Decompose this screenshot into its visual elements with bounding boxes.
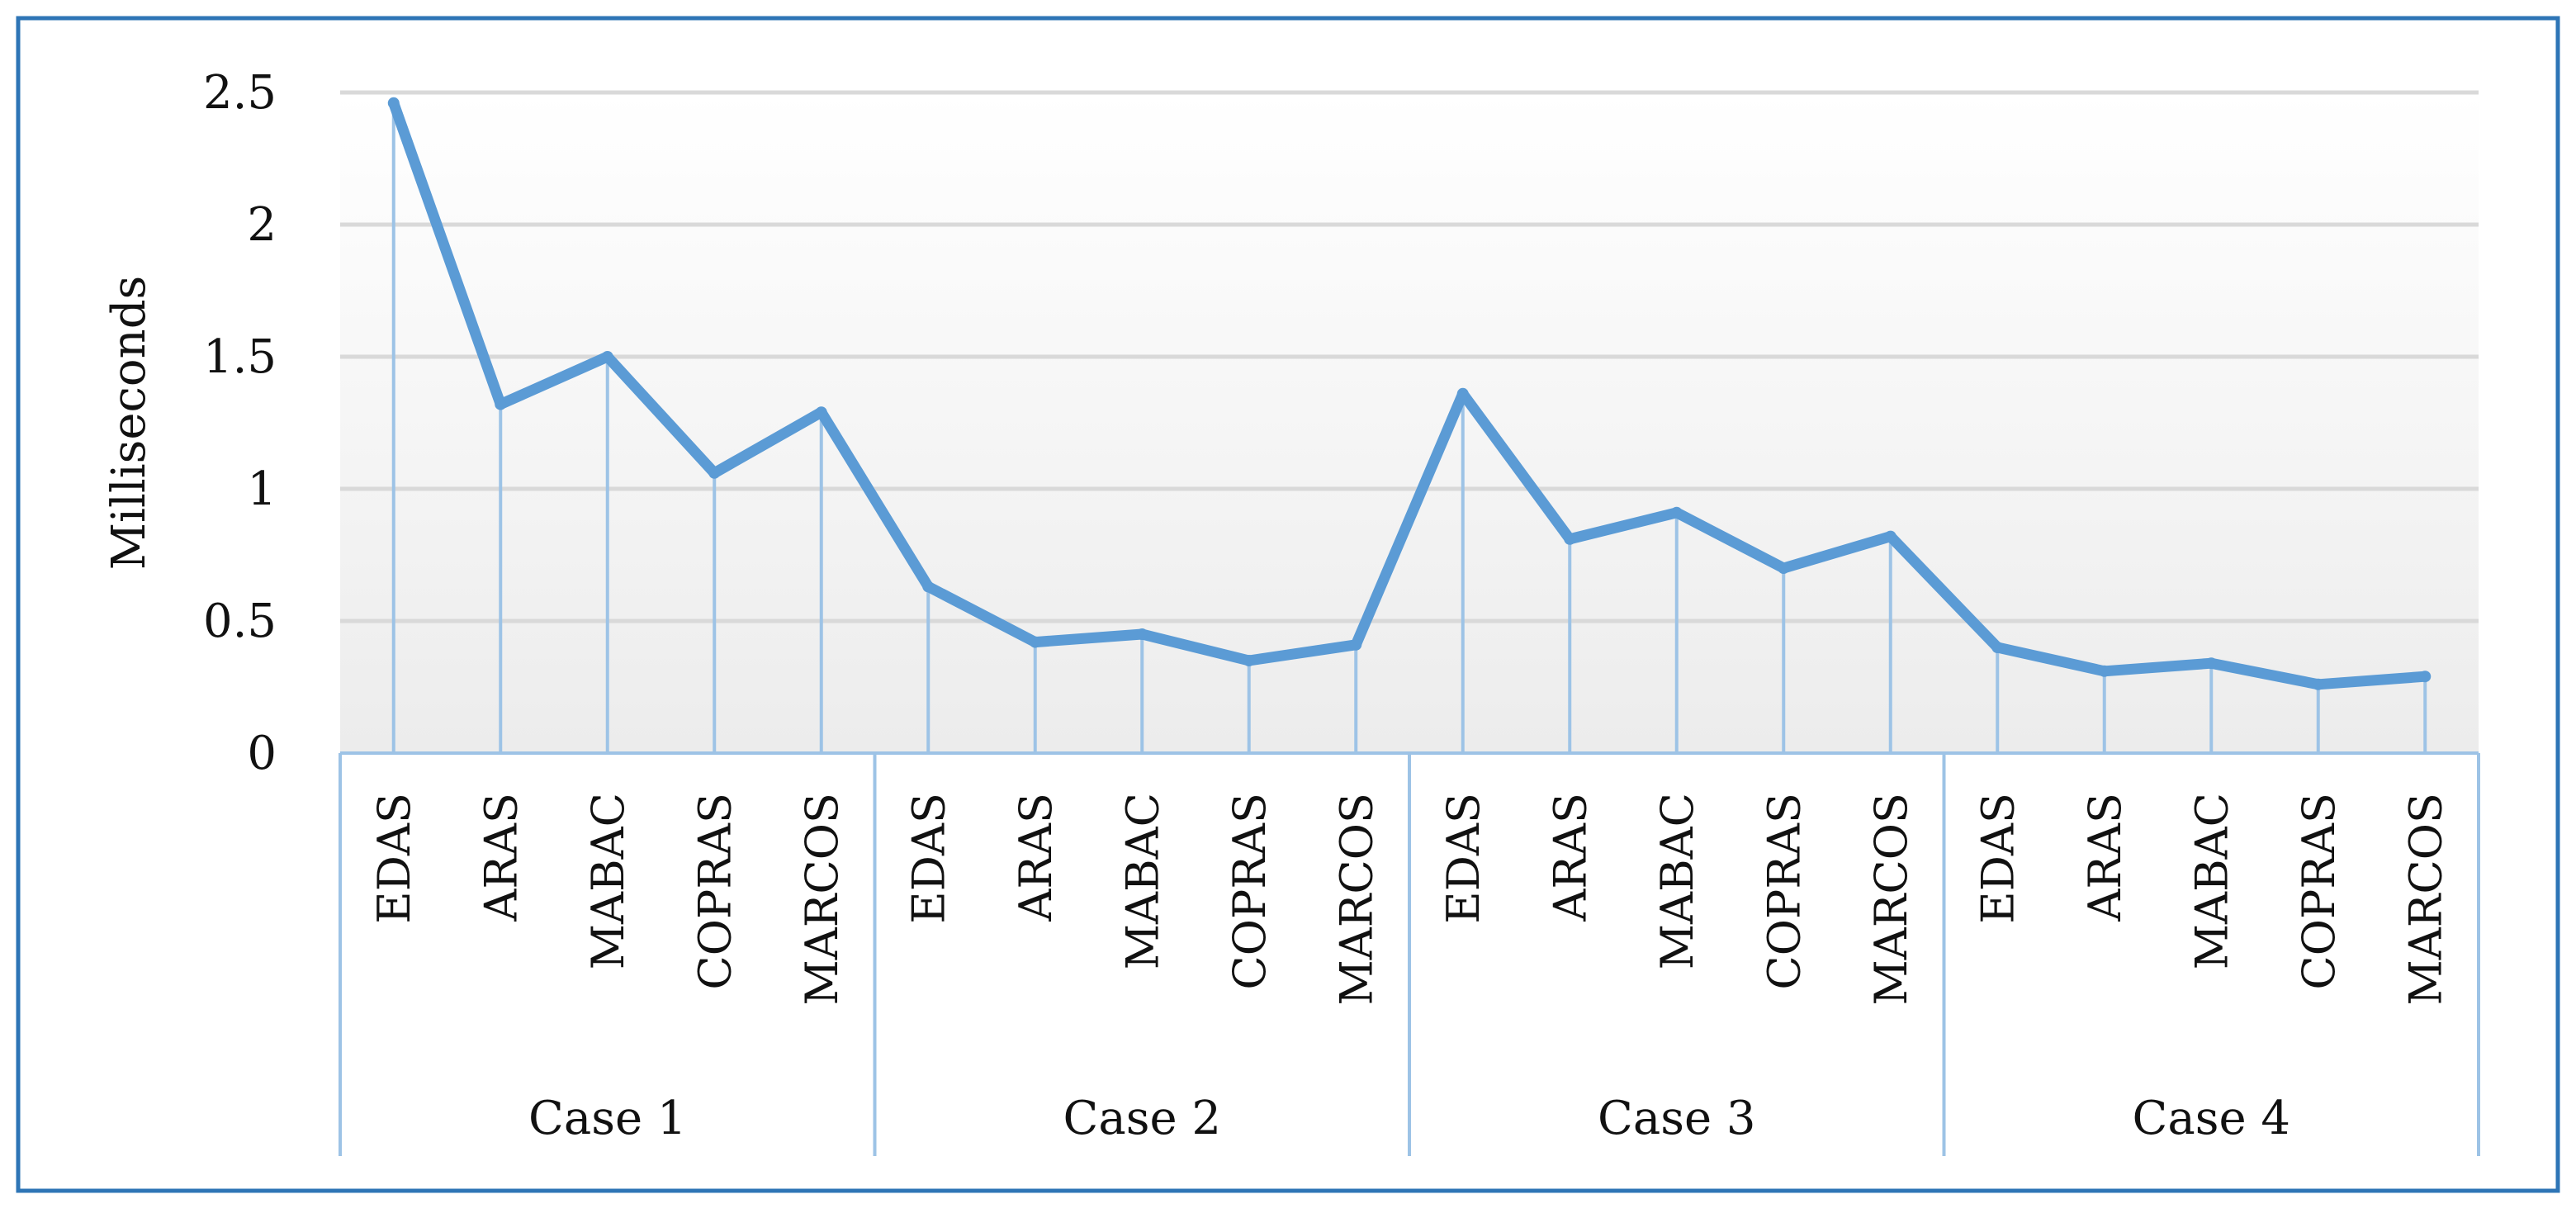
y-tick-label: 2 <box>247 198 277 252</box>
data-point <box>1564 533 1576 545</box>
data-point <box>922 581 935 593</box>
category-label: ARAS <box>475 793 527 922</box>
drop-lines <box>391 102 2427 753</box>
category-label: ARAS <box>1544 793 1596 922</box>
category-label: COPRAS <box>1758 793 1810 990</box>
data-point <box>1884 530 1896 543</box>
category-label: COPRAS <box>1224 793 1276 990</box>
series-lines <box>388 97 2431 690</box>
category-label: MARCOS <box>796 793 848 1006</box>
data-point <box>1670 506 1683 519</box>
data-point <box>2419 671 2432 683</box>
category-label: COPRAS <box>689 793 741 990</box>
data-point <box>815 406 827 419</box>
category-label: MARCOS <box>2399 793 2451 1006</box>
data-point <box>1029 636 1041 648</box>
category-label: COPRAS <box>2293 793 2345 990</box>
data-point <box>2312 678 2324 690</box>
y-tick-label: 0 <box>247 727 277 780</box>
y-axis-label: Milliseconds <box>102 276 156 571</box>
group-labels: Case 1 Case 2 Case 3 Case 4 <box>528 1092 2290 1145</box>
category-label: MABAC <box>1651 793 1703 969</box>
plot-background <box>340 92 2479 753</box>
category-label: ARAS <box>1010 793 1062 922</box>
data-point <box>2098 665 2110 677</box>
group-label: Case 1 <box>528 1092 687 1145</box>
category-label: EDAS <box>368 793 420 924</box>
y-tick-label: 0.5 <box>203 595 277 648</box>
category-label: MABAC <box>582 793 634 969</box>
category-label: MABAC <box>2185 793 2237 969</box>
y-tick-label: 2.5 <box>203 66 277 120</box>
category-label: EDAS <box>902 793 954 924</box>
data-point <box>1243 655 1255 666</box>
data-point <box>708 467 721 479</box>
category-label: ARAS <box>2079 793 2131 922</box>
data-point <box>1136 628 1148 640</box>
data-point <box>2205 657 2218 670</box>
data-point <box>1456 387 1469 400</box>
group-label: Case 2 <box>1063 1092 1221 1145</box>
data-point <box>601 351 613 363</box>
data-point <box>1778 562 1790 574</box>
data-point <box>387 97 400 109</box>
category-label: MARCOS <box>1865 793 1917 1006</box>
group-label: Case 4 <box>2132 1092 2290 1145</box>
category-label: MARCOS <box>1330 793 1382 1006</box>
group-label: Case 3 <box>1598 1092 1756 1145</box>
category-label: EDAS <box>1437 793 1489 924</box>
category-label: EDAS <box>1972 793 2024 924</box>
y-tick-labels: 0 0.5 1 1.5 2 2.5 <box>203 66 277 780</box>
y-tick-label: 1 <box>247 462 277 516</box>
axis-lines <box>339 751 2480 1156</box>
data-point <box>1991 642 2004 653</box>
category-labels: EDAS ARAS MABAC COPRAS MARCOS EDAS ARAS MABAC CO… <box>368 793 2452 1006</box>
data-points <box>387 97 2432 690</box>
gridlines <box>340 90 2479 623</box>
y-tick-label: 1.5 <box>203 330 277 384</box>
series-line <box>388 97 2431 690</box>
category-label: MABAC <box>1116 793 1168 969</box>
data-point <box>495 398 507 410</box>
data-point <box>1350 638 1362 651</box>
